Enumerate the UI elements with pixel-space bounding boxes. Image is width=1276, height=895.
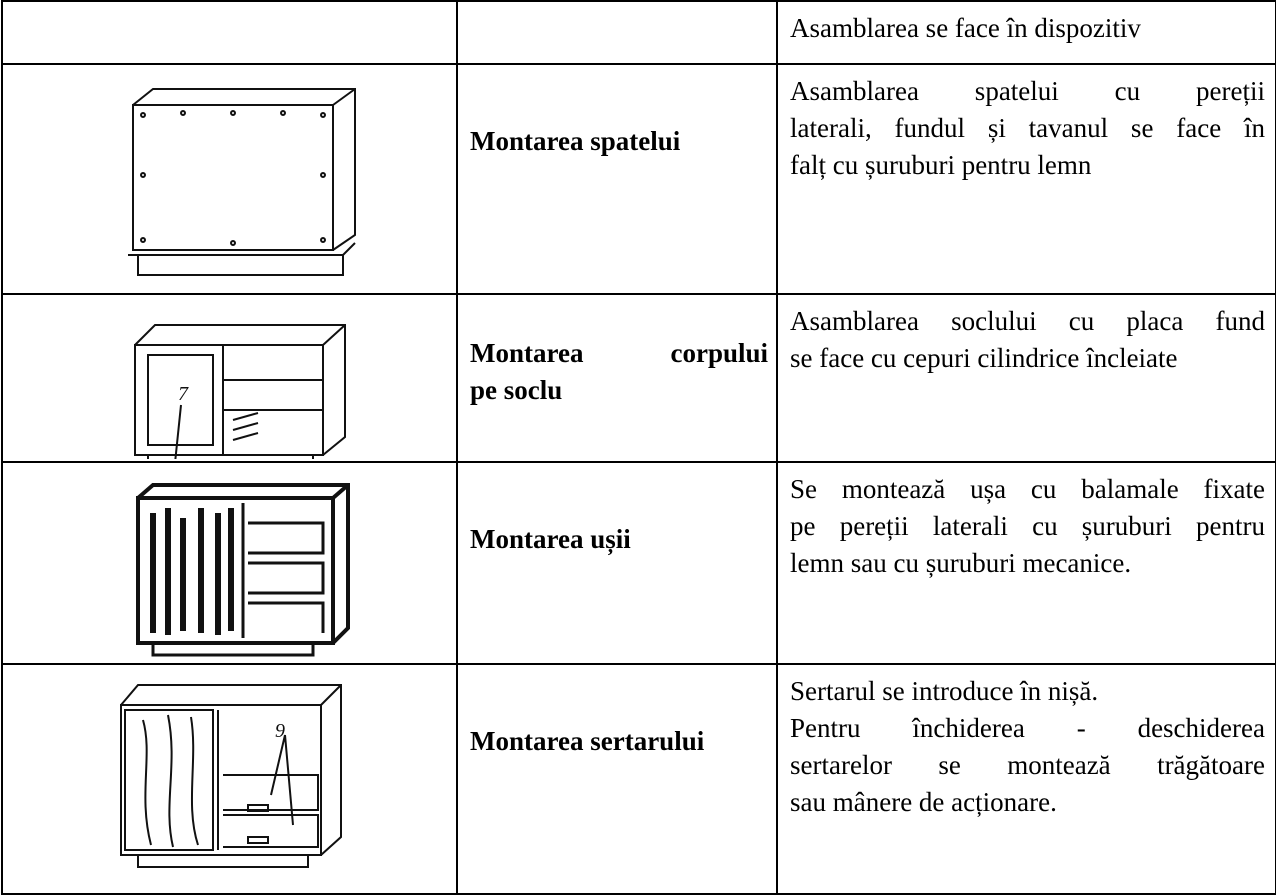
text-line: Asamblarea spatelui cu pereții [790,76,1265,106]
drawer-drawing: 9 [120,684,342,868]
text-line: pe soclu [470,375,563,405]
text-line: sertarelor se montează trăgătoare [790,750,1265,780]
text-line: Se montează ușa cu balamale fixate [790,474,1265,504]
operation-cell [456,0,778,65]
text-line: Asamblarea soclului cu placa fund [790,306,1265,336]
operation-cell: Montarea ușii [456,461,778,665]
text-line: Sertarul se introduce în nișă. [790,676,1099,706]
text-line: pe pereții laterali cu șuruburi pentru [790,511,1265,541]
table-row: Asamblarea se face în dispozitiv [1,0,1276,65]
description-cell: Asamblarea spatelui cu pereții laterali, … [776,63,1276,295]
text-line: Asamblarea se face în dispozitiv [790,13,1141,43]
text-line: Montarea sertarului [470,726,705,756]
text-line: sau mânere de acționare. [790,787,1057,817]
text-line: Montarea spatelui [470,126,681,156]
text-line: laterali, fundul și tavanul se face în [790,113,1265,143]
text-line: Pentru închiderea - deschiderea [790,713,1265,743]
table-row: Montarea ușii Se montează ușa cu balamal… [1,461,1276,665]
text-line: Montarea corpului [470,338,768,368]
description-cell: Se montează ușa cu balamale fixate pe per… [776,461,1276,665]
operation-cell: Montarea spatelui [456,63,778,295]
plinth-drawing: 7 [134,324,346,459]
back-panel-drawing [128,88,356,276]
figure-cell: 9 [1,663,458,895]
table-row: 7 Montarea corpului pe soclu Asamblarea s… [1,293,1276,463]
table-row: Montarea spatelui Asamblarea spatelui cu… [1,63,1276,295]
figure-label: 7 [178,383,189,405]
description-cell: Sertarul se introduce în nișă. Pentru înc… [776,663,1276,895]
figure-cell [1,63,458,295]
door-drawing [136,483,350,657]
figure-cell [1,461,458,665]
figure-cell: 7 [1,293,458,463]
table-row: 9 Montarea sertarului Sertarul se introd… [1,663,1276,895]
description-cell: Asamblarea soclului cu placa fund se face… [776,293,1276,463]
text-line: falț cu șuruburi pentru lemn [790,150,1092,180]
operation-cell: Montarea corpului pe soclu [456,293,778,463]
figure-cell [1,0,458,65]
description-cell: Asamblarea se face în dispozitiv [776,0,1276,65]
text-line: se face cu cepuri cilindrice încleiate [790,343,1178,373]
text-line: lemn sau cu șuruburi mecanice. [790,548,1132,578]
figure-label: 9 [275,720,285,742]
text-line: Montarea ușii [470,524,631,554]
operation-cell: Montarea sertarului [456,663,778,895]
